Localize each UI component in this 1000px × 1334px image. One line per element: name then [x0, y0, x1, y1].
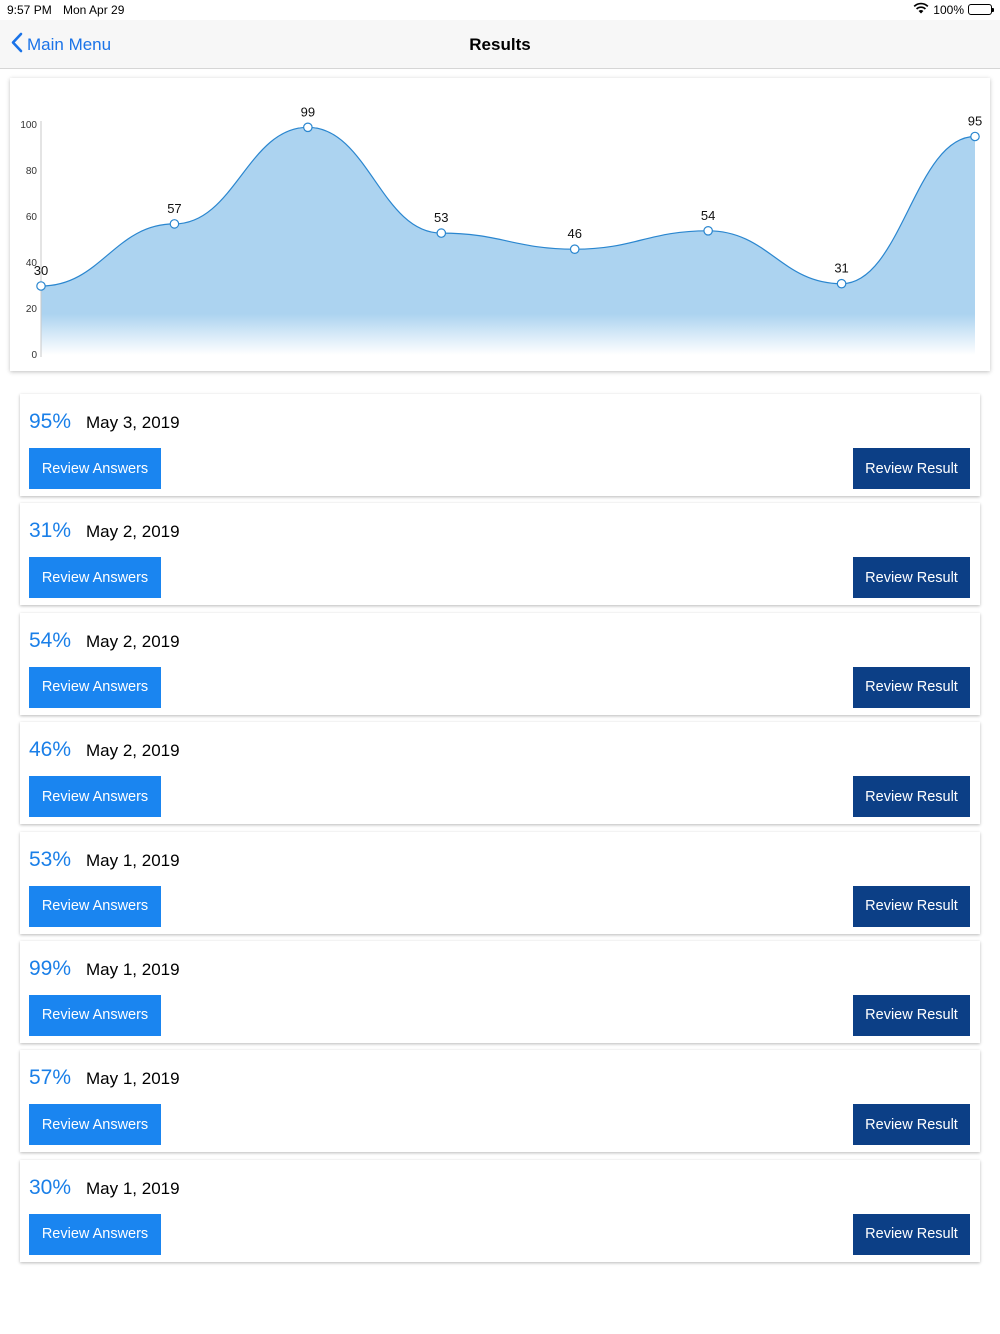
result-date: May 1, 2019 — [86, 1069, 180, 1089]
result-score: 54% — [29, 628, 72, 652]
chart-data-label: 57 — [167, 201, 181, 216]
status-bar: 9:57 PM Mon Apr 29 100% — [0, 0, 1000, 20]
chart-data-label: 53 — [434, 210, 448, 225]
result-date: May 2, 2019 — [86, 741, 180, 761]
result-card: 95% May 3, 2019 Review Answers Review Re… — [20, 394, 980, 496]
chart-y-tick-label: 60 — [26, 212, 38, 223]
chart-data-label: 31 — [834, 261, 848, 276]
chart-area-fill — [41, 127, 975, 355]
review-answers-button[interactable]: Review Answers — [29, 1104, 161, 1146]
chart-data-point[interactable] — [36, 281, 46, 291]
result-date: May 3, 2019 — [86, 413, 180, 432]
review-answers-button[interactable]: Review Answers — [29, 557, 161, 599]
review-result-button[interactable]: Review Result — [853, 1213, 970, 1255]
review-answers-button[interactable]: Review Answers — [29, 1213, 161, 1255]
status-date: Mon Apr 29 — [63, 3, 125, 17]
chart-data-point[interactable] — [836, 278, 847, 289]
results-chart: 0 20 40 60 80 100 30 57 99 53 46 54 31 95 — [10, 78, 990, 371]
review-result-button[interactable]: Review Result — [853, 666, 970, 708]
review-result-button[interactable]: Review Result — [853, 448, 970, 489]
chevron-left-icon — [10, 32, 27, 58]
chart-svg: 0 20 40 60 80 100 30 57 99 53 46 54 31 95 — [20, 104, 982, 361]
review-result-button[interactable]: Review Result — [853, 1104, 970, 1146]
chart-data-point[interactable] — [703, 226, 713, 236]
result-card: 30% May 1, 2019 Review Answers Review Re… — [20, 1159, 980, 1262]
chart-y-tick-label: 0 — [31, 350, 37, 361]
review-answers-button[interactable]: Review Answers — [29, 776, 161, 818]
chart-data-point[interactable] — [569, 244, 580, 254]
battery-icon — [968, 4, 994, 15]
chart-data-label: 54 — [701, 208, 715, 223]
review-answers-button[interactable]: Review Answers — [29, 666, 161, 708]
chart-data-label: 46 — [567, 226, 581, 241]
chart-data-point[interactable] — [169, 219, 180, 229]
result-score: 53% — [29, 847, 72, 871]
result-card: 46% May 2, 2019 Review Answers Review Re… — [20, 722, 980, 825]
review-result-button[interactable]: Review Result — [853, 557, 970, 599]
back-button[interactable]: Main Menu — [10, 32, 111, 58]
result-list: 95% May 3, 2019 Review Answers Review Re… — [20, 394, 980, 1269]
page-title: Results — [469, 35, 531, 54]
result-score: 95% — [29, 410, 72, 433]
result-score: 46% — [29, 738, 72, 762]
result-date: May 1, 2019 — [86, 850, 180, 870]
result-card: 53% May 1, 2019 Review Answers Review Re… — [20, 831, 980, 934]
status-time: 9:57 PM — [7, 3, 52, 17]
result-date: May 1, 2019 — [86, 959, 180, 979]
review-answers-button[interactable]: Review Answers — [29, 885, 161, 927]
chart-y-tick-label: 20 — [26, 304, 38, 315]
review-answers-button[interactable]: Review Answers — [29, 448, 161, 489]
result-card: 57% May 1, 2019 Review Answers Review Re… — [20, 1050, 980, 1153]
chart-data-point[interactable] — [970, 131, 980, 142]
chart-data-label: 99 — [301, 104, 315, 119]
chart-data-point[interactable] — [303, 122, 313, 133]
review-answers-button[interactable]: Review Answers — [29, 994, 161, 1036]
navigation-bar: Main Menu Results — [0, 20, 1000, 69]
result-score: 57% — [29, 1066, 72, 1090]
back-button-label: Main Menu — [27, 35, 112, 54]
result-date: May 2, 2019 — [86, 522, 180, 542]
review-result-button[interactable]: Review Result — [853, 776, 970, 818]
result-card: 54% May 2, 2019 Review Answers Review Re… — [20, 612, 980, 715]
wifi-icon — [913, 2, 929, 17]
result-score: 30% — [29, 1175, 72, 1199]
chart-y-tick-label: 100 — [20, 120, 37, 131]
status-right: 100% — [913, 2, 994, 17]
chart-y-tick-label: 40 — [26, 258, 38, 269]
review-result-button[interactable]: Review Result — [853, 994, 970, 1036]
result-card: 31% May 2, 2019 Review Answers Review Re… — [20, 503, 980, 606]
chart-data-point[interactable] — [436, 228, 447, 238]
result-score: 99% — [29, 956, 72, 980]
result-date: May 2, 2019 — [86, 631, 180, 651]
result-score: 31% — [29, 519, 72, 543]
review-result-button[interactable]: Review Result — [853, 885, 970, 927]
chart-data-label: 95 — [968, 114, 982, 129]
chart-y-tick-label: 80 — [26, 166, 38, 177]
chart-data-label: 30 — [34, 263, 48, 278]
battery-percent: 100% — [933, 2, 964, 17]
result-date: May 1, 2019 — [86, 1178, 180, 1198]
result-card: 99% May 1, 2019 Review Answers Review Re… — [20, 940, 980, 1043]
